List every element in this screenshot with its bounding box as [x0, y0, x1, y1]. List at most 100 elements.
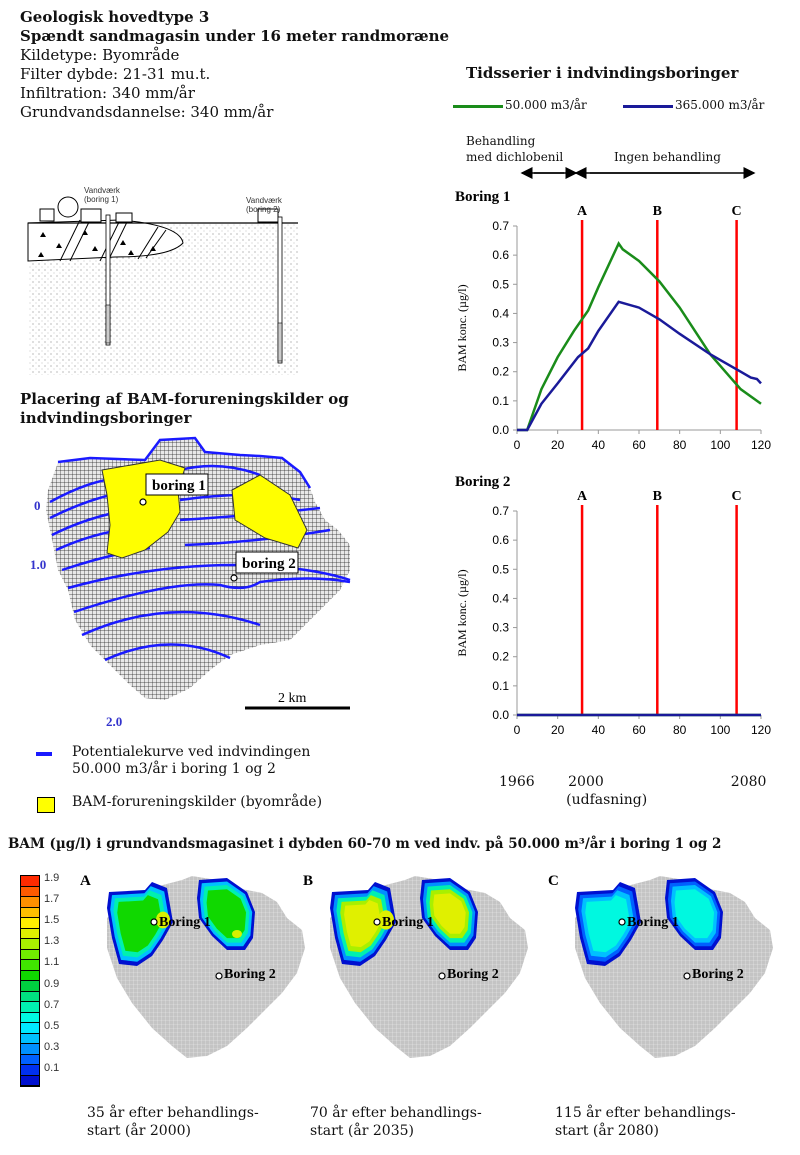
y-tick-label: 0.5 — [492, 277, 509, 291]
timeseries-title: Tidsserier i indvindingsboringer — [466, 64, 739, 82]
x-tick-label: 20 — [551, 723, 565, 737]
contamination-map: boring 1 boring 2 0 1.0 2.0 2 km — [30, 436, 351, 729]
panel-caption: 115 år efter behandlings-start (år 2080) — [555, 1104, 736, 1140]
year-label: 1966 — [499, 774, 535, 790]
boring-2-label-box — [235, 551, 299, 574]
period-treatment-label: Behandling med dichlobenil — [466, 133, 563, 165]
colorbar-step — [21, 960, 39, 971]
x-tick-label: 40 — [592, 723, 606, 737]
well-1-screen — [105, 304, 111, 344]
colorbar-step — [21, 907, 39, 918]
waterworks-2-label-1: Vandværk — [246, 196, 283, 205]
boring-2-label: boring 2 — [242, 556, 296, 572]
legend-label-50000: 50.000 m3/år — [505, 98, 587, 112]
x-tick-label: 20 — [551, 438, 565, 450]
legend-label-365000: 365.000 m3/år — [675, 98, 765, 112]
marker-label-b: B — [653, 489, 662, 504]
colorbar-label: 1.9 — [44, 872, 60, 884]
colorbar-step — [21, 886, 39, 897]
colorbar-step — [21, 918, 39, 929]
colorbar-label: 0.7 — [44, 998, 60, 1011]
moraine-hatching — [59, 219, 167, 262]
plume-2-band — [433, 893, 466, 934]
series-line-365000 — [517, 300, 762, 432]
moraine-stones — [38, 230, 156, 257]
legend-source-label: BAM-forureningskilder (byområde) — [72, 794, 323, 810]
y-tick-label: 0.5 — [492, 562, 509, 576]
colorbar-step — [21, 981, 39, 992]
legend-contour-line1: Potentialekurve ved indvindingen — [72, 744, 311, 760]
header-groundwater-recharge: Grundvandsdannelse: 340 mm/år — [20, 103, 274, 121]
panel-caption-line1: 70 år efter behandlings- — [310, 1105, 482, 1121]
plume-1-band — [585, 895, 631, 953]
panel-b: B Boring 1 Boring 2 — [303, 873, 528, 1058]
colorbar — [20, 875, 40, 1087]
colorbar-label: 0.3 — [44, 1040, 60, 1053]
legend-source-swatch — [37, 797, 55, 813]
boundary-contour — [57, 436, 312, 489]
y-axis-label: BAM konc. (µg/l) — [455, 284, 469, 371]
boring-1-label: Boring 1 — [627, 915, 679, 930]
colorbar-step — [21, 1044, 39, 1055]
x-tick-label: 60 — [632, 438, 646, 450]
y-tick-label: 0.4 — [492, 306, 509, 320]
header-source-type: Kildetype: Byområde — [20, 46, 180, 64]
panel-a: A Boring 1 Boring 2 — [80, 873, 305, 1058]
colorbar-label: 1.1 — [44, 956, 60, 969]
period-arrows — [520, 167, 756, 179]
boring-2-marker — [683, 972, 691, 980]
colorbar-step — [21, 1075, 39, 1086]
marker-label-b: B — [653, 204, 662, 219]
chart-boring-1: Boring 1 0.0 0.1 0.2 0.3 0.4 0.5 0.6 0.7 0 20 40 60 8… — [455, 189, 771, 450]
scale-bar-label: 2 km — [278, 691, 307, 706]
plume-2-band — [674, 889, 715, 939]
y-tick-label: 0.3 — [492, 621, 509, 635]
bottom-title: BAM (µg/l) i grundvandsmagasinet i dybde… — [8, 836, 722, 852]
waterworks-2-icon — [257, 208, 279, 223]
x-tick-label: 80 — [673, 723, 687, 737]
header-subtitle: Spændt sandmagasin under 16 meter randmo… — [20, 27, 450, 45]
waterworks-1-label-2: (boring 1) — [84, 195, 119, 204]
chart-boring-2: Boring 2 0.0 0.1 0.2 0.3 0.4 0.5 0.6 0.7 0 20 40 60 8… — [455, 474, 771, 737]
header-title: Geologisk hovedtype 3 — [20, 8, 210, 26]
year-label: 2000 — [568, 774, 604, 790]
year-label: 2080 — [730, 774, 767, 790]
marker-label-c: C — [732, 204, 742, 219]
y-tick-label: 0.1 — [492, 679, 509, 693]
legend-contour-label: Potentialekurve ved indvindingen 50.000 … — [72, 744, 310, 778]
well-1 — [105, 214, 111, 346]
legend-contour-line2: 50.000 m3/år i boring 1 og 2 — [72, 761, 276, 777]
colorbar-step — [21, 970, 39, 981]
plume-1-hotspot — [156, 911, 170, 929]
boring-2-marker — [215, 972, 223, 980]
house-icon — [39, 208, 55, 222]
colorbar-step — [21, 939, 39, 950]
waterworks-2-label-2: (boring 2) — [246, 205, 281, 214]
panel-letter: C — [548, 873, 559, 889]
colorbar-step — [21, 1023, 39, 1034]
legend-swatch-green — [453, 105, 503, 108]
panel-caption: 35 år efter behandlings-start (år 2000) — [87, 1104, 259, 1140]
panel-caption: 70 år efter behandlings-start (år 2035) — [310, 1104, 482, 1140]
x-tick-label: 120 — [751, 438, 771, 450]
boring-2-label: Boring 2 — [224, 967, 276, 982]
y-tick-label: 0.2 — [492, 365, 509, 379]
series-line-50000 — [517, 240, 762, 432]
y-tick-label: 0.4 — [492, 591, 509, 605]
boring-1-marker — [150, 918, 158, 926]
boring-1-marker — [618, 918, 626, 926]
header-infiltration: Infiltration: 340 mm/år — [20, 84, 195, 102]
colorbar-label: 1.3 — [44, 935, 60, 948]
marker-label-a: A — [577, 204, 588, 219]
panel-c: C Boring 1 Boring 2 — [548, 873, 773, 1058]
waterworks-1-icon — [80, 208, 102, 223]
timeseries-legend: 50.000 m3/år 365.000 m3/år — [453, 98, 798, 120]
year-labels: 1966 2000 2080 (udfasning) — [450, 770, 790, 820]
contour-label-2: 2.0 — [106, 714, 122, 729]
boring-1-marker — [373, 918, 381, 926]
legend-swatch-blue — [623, 105, 673, 108]
period-no-treatment-label: Ingen behandling — [614, 150, 721, 164]
panel-caption-line2: start (år 2000) — [87, 1123, 191, 1139]
contour-label-0: 0 — [34, 498, 41, 513]
colorbar-step — [21, 1012, 39, 1023]
